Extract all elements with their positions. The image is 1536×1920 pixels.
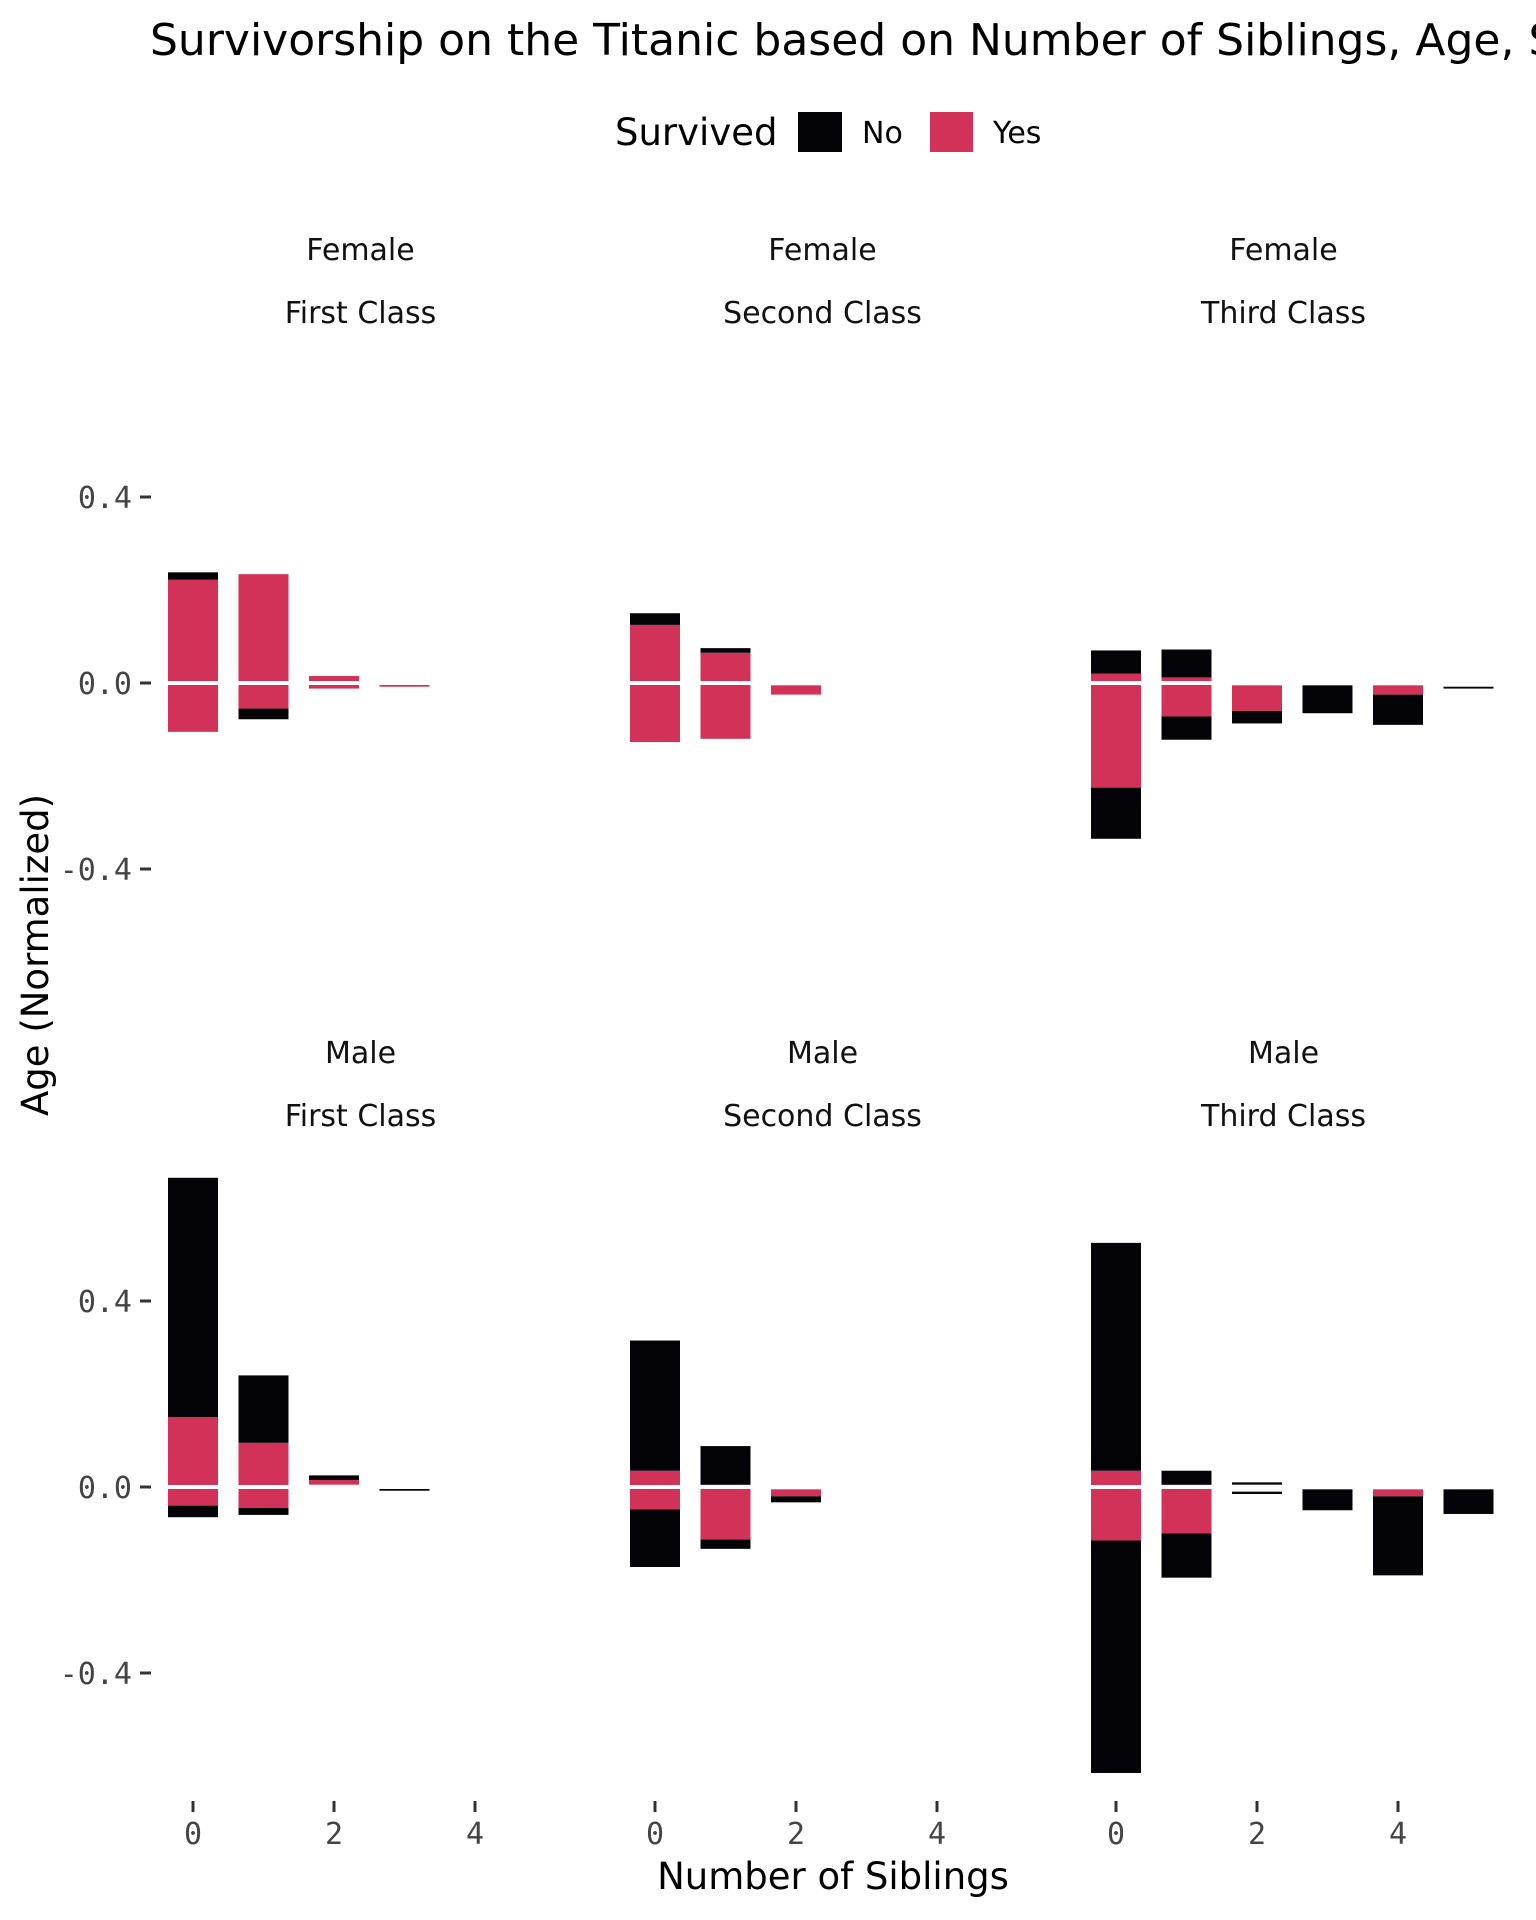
- strip-label-sex: Male: [325, 1036, 396, 1071]
- bar-no: [1232, 710, 1282, 724]
- bar-no: [1443, 1489, 1494, 1514]
- bar-yes: [771, 1489, 821, 1497]
- bar-yes: [238, 574, 289, 709]
- strip-label-class: Second Class: [723, 296, 922, 331]
- bar-yes: [238, 1442, 289, 1508]
- y-tick-label: -0.4: [60, 1657, 132, 1692]
- bar-no: [1091, 1242, 1141, 1471]
- bar-yes: [1373, 685, 1423, 695]
- bar-no: [1443, 686, 1494, 689]
- bar-no: [1161, 1533, 1212, 1578]
- panel-female-second-class: Female Second Class: [627, 233, 1050, 743]
- bar-no: [1373, 694, 1423, 725]
- bar-yes: [379, 684, 430, 687]
- legend: Survived No Yes: [615, 111, 1041, 154]
- bar-no: [1091, 787, 1141, 839]
- x-tick-label: 2: [787, 1817, 805, 1852]
- bar-yes: [630, 1470, 680, 1510]
- y-tick-label: 0.0: [78, 1471, 132, 1506]
- legend-swatch-no: [798, 112, 842, 152]
- bar-no: [168, 1505, 218, 1518]
- bar-no: [1161, 1470, 1212, 1485]
- legend-swatch-yes: [930, 112, 973, 152]
- legend-label-yes: Yes: [992, 116, 1041, 151]
- strip-label-sex: Female: [306, 233, 414, 268]
- y-tick-label: 0.4: [78, 1285, 132, 1320]
- bar-no: [630, 1340, 680, 1471]
- panel-male-first-class: Male First Class: [165, 1036, 588, 1518]
- bar-yes: [771, 685, 821, 695]
- strip-label-sex: Male: [787, 1036, 858, 1071]
- strip-label-sex: Female: [1229, 233, 1337, 268]
- bar-no: [238, 708, 289, 720]
- bar-no: [771, 1496, 821, 1503]
- strip-label-class: First Class: [285, 296, 437, 331]
- legend-label-no: No: [862, 116, 903, 151]
- legend-title: Survived: [615, 111, 777, 154]
- bar-yes: [1091, 673, 1141, 788]
- x-tick-label: 0: [1107, 1817, 1125, 1852]
- bar-no: [168, 1177, 218, 1418]
- panel-male-third-class: Male Third Class: [1088, 1036, 1511, 1773]
- panel-male-second-class: Male Second Class: [627, 1036, 1050, 1567]
- bar-no: [1232, 1482, 1282, 1485]
- bar-no: [168, 572, 218, 580]
- bar-no: [630, 613, 680, 625]
- bar-no: [1161, 716, 1212, 740]
- strip-label-class: Third Class: [1200, 296, 1366, 331]
- bar-yes: [1232, 685, 1282, 711]
- x-tick-label: 2: [325, 1817, 343, 1852]
- bar-yes: [1091, 1470, 1141, 1541]
- bar-no: [238, 1507, 289, 1515]
- chart-title: Survivorship on the Titanic based on Num…: [150, 15, 1536, 66]
- bar-yes: [168, 579, 218, 732]
- bar-no: [1302, 1489, 1353, 1511]
- x-axis-title: Number of Siblings: [657, 1855, 1009, 1898]
- bar-no: [1302, 685, 1353, 714]
- bar-no: [700, 1446, 751, 1485]
- bar-no: [238, 1375, 289, 1443]
- x-tick-label: 4: [928, 1817, 946, 1852]
- strip-label-class: Third Class: [1200, 1099, 1366, 1134]
- y-tick-label: 0.4: [78, 481, 132, 516]
- strip-label-sex: Female: [768, 233, 876, 268]
- bar-no: [1373, 1496, 1423, 1576]
- bar-no: [630, 1509, 680, 1567]
- y-axis-title: Age (Normalized): [14, 794, 57, 1116]
- strip-label-class: Second Class: [723, 1099, 922, 1134]
- bar-no: [1161, 649, 1212, 678]
- bar-yes: [168, 1417, 218, 1506]
- panel-female-third-class: Female Third Class: [1088, 233, 1511, 839]
- x-tick-label: 0: [646, 1817, 664, 1852]
- strip-label-class: First Class: [285, 1099, 437, 1134]
- bar-no: [379, 1488, 430, 1491]
- x-tick-label: 0: [184, 1817, 202, 1852]
- y-tick-label: 0.0: [78, 667, 132, 702]
- y-tick-label: -0.4: [60, 853, 132, 888]
- panel-female-first-class: Female First Class: [165, 233, 588, 732]
- bar-no: [700, 1539, 751, 1549]
- bar-yes: [1373, 1489, 1423, 1497]
- strip-label-sex: Male: [1248, 1036, 1319, 1071]
- bar-yes: [700, 1484, 751, 1540]
- bar-yes: [309, 1480, 359, 1485]
- x-tick-label: 4: [466, 1817, 484, 1852]
- bar-no: [309, 1475, 359, 1481]
- bar-yes: [1161, 1484, 1212, 1534]
- x-tick-label: 4: [1389, 1817, 1407, 1852]
- bar-no: [700, 648, 751, 653]
- x-tick-label: 2: [1248, 1817, 1266, 1852]
- bar-no: [1232, 1491, 1282, 1494]
- bar-no: [1091, 650, 1141, 674]
- bar-yes: [700, 652, 751, 739]
- bar-no: [1091, 1540, 1141, 1773]
